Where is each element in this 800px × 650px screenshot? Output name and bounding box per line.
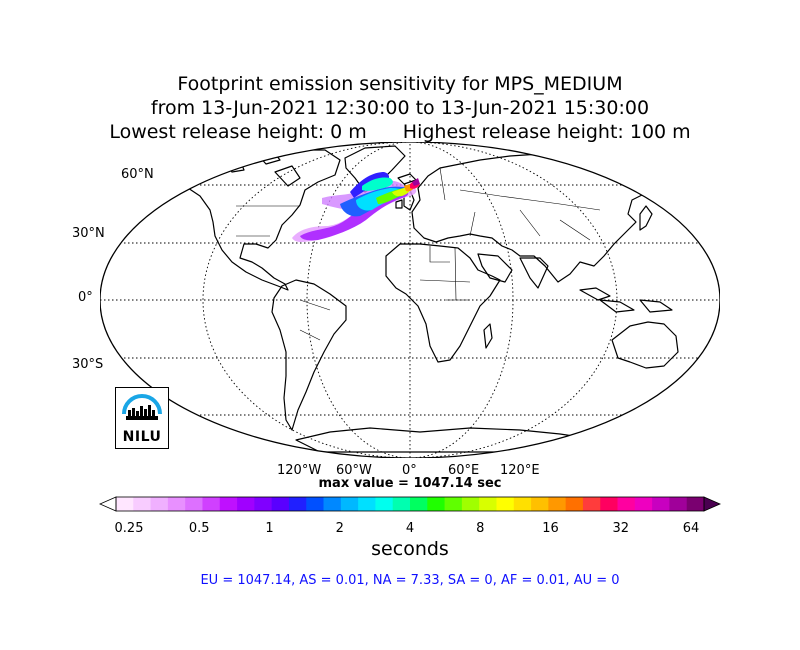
lon-label-60w: 60°W (336, 463, 372, 478)
emission-footprint (292, 172, 420, 242)
colorbar-frame (115, 496, 705, 512)
colorbar-segment (686, 497, 705, 511)
max-value: max value = 1047.14 sec (318, 476, 502, 491)
map-title: Footprint emission sensitivity for MPS_M… (0, 72, 800, 144)
colorbar-segment (479, 497, 497, 511)
colorbar-segment (513, 497, 532, 511)
lat-label-0: 0° (78, 290, 93, 305)
nilu-logo: NILU (115, 387, 169, 449)
colorbar-tick-label: 0.25 (114, 521, 144, 536)
colorbar-segment (461, 497, 480, 511)
colorbar-tick-label: 16 (542, 521, 559, 536)
region-totals: EU = 1047.14, AS = 0.01, NA = 7.33, SA =… (200, 573, 620, 588)
colorbar-segment (392, 497, 411, 511)
colorbar-segment (548, 497, 567, 511)
colorbar-segment (288, 497, 307, 511)
australia-outline (611, 321, 679, 369)
colorbar-segment (496, 497, 515, 511)
lon-label-0: 0° (402, 463, 417, 478)
colorbar-tick-label: 32 (612, 521, 630, 536)
colorbar-tick-label: 1 (265, 521, 274, 536)
lat-label-30s: 30°S (72, 357, 104, 372)
colorbar-segment (358, 497, 376, 511)
colorbar-segment (306, 497, 324, 511)
africa-outline (385, 243, 501, 363)
colorbar-segment (410, 497, 428, 511)
colorbar-segment (427, 497, 445, 511)
title-line-2: from 13-Jun-2021 12:30:00 to 13-Jun-2021… (150, 97, 650, 119)
lat-label-60n: 60°N (121, 167, 154, 182)
lon-label-120e: 120°E (500, 463, 540, 478)
colorbar-tick-label: 64 (682, 521, 700, 536)
colorbar-segment (167, 497, 186, 511)
colorbar-segment (669, 497, 688, 511)
colorbar-segment (565, 497, 584, 511)
south-america-outline (271, 279, 347, 431)
colorbar-segment (375, 497, 394, 511)
lon-label-120w: 120°W (277, 463, 322, 478)
lowest-release-height: Lowest release height: 0 m (109, 121, 367, 143)
colorbar-label: seconds (371, 538, 449, 560)
colorbar-segment (237, 497, 255, 511)
colorbar-tick-label: 2 (335, 521, 344, 536)
colorbar-segment (444, 497, 463, 511)
highest-release-height: Highest release height: 100 m (402, 121, 691, 143)
nilu-logo-graphic (122, 394, 162, 420)
colorbar-tick-label: 0.5 (188, 521, 210, 536)
colorbar-segment (582, 497, 601, 511)
lon-label-60e: 60°E (448, 463, 480, 478)
colorbar-segment (271, 497, 290, 511)
colorbar-segment (634, 497, 653, 511)
colorbar-segment (617, 497, 636, 511)
colorbar-segment (600, 497, 618, 511)
colorbar-min-extend (99, 496, 117, 512)
colorbar-segment (340, 497, 359, 511)
lat-label-30n: 30°N (72, 226, 105, 241)
north-america-outline (149, 149, 341, 291)
colorbar-tick-label: 4 (405, 521, 415, 536)
colorbar-segment (254, 497, 273, 511)
colorbar-segment (531, 497, 549, 511)
colorbar-segment (116, 497, 134, 511)
colorbar-segment (202, 497, 221, 511)
nilu-logo-text: NILU (122, 429, 162, 445)
colorbar-tick-label: 8 (476, 521, 485, 536)
eurasia-outline (411, 153, 661, 283)
colorbar-segment (133, 497, 151, 511)
colorbar-segment (323, 497, 342, 511)
colorbar-segment (185, 497, 203, 511)
colorbar-segment (652, 497, 670, 511)
title-line-1: Footprint emission sensitivity for MPS_M… (177, 73, 623, 95)
colorbar-segment (219, 497, 238, 511)
colorbar-max-extend (703, 496, 721, 512)
release-heights: Lowest release height: 0 m Highest relea… (0, 120, 800, 144)
colorbar-segment (150, 497, 169, 511)
